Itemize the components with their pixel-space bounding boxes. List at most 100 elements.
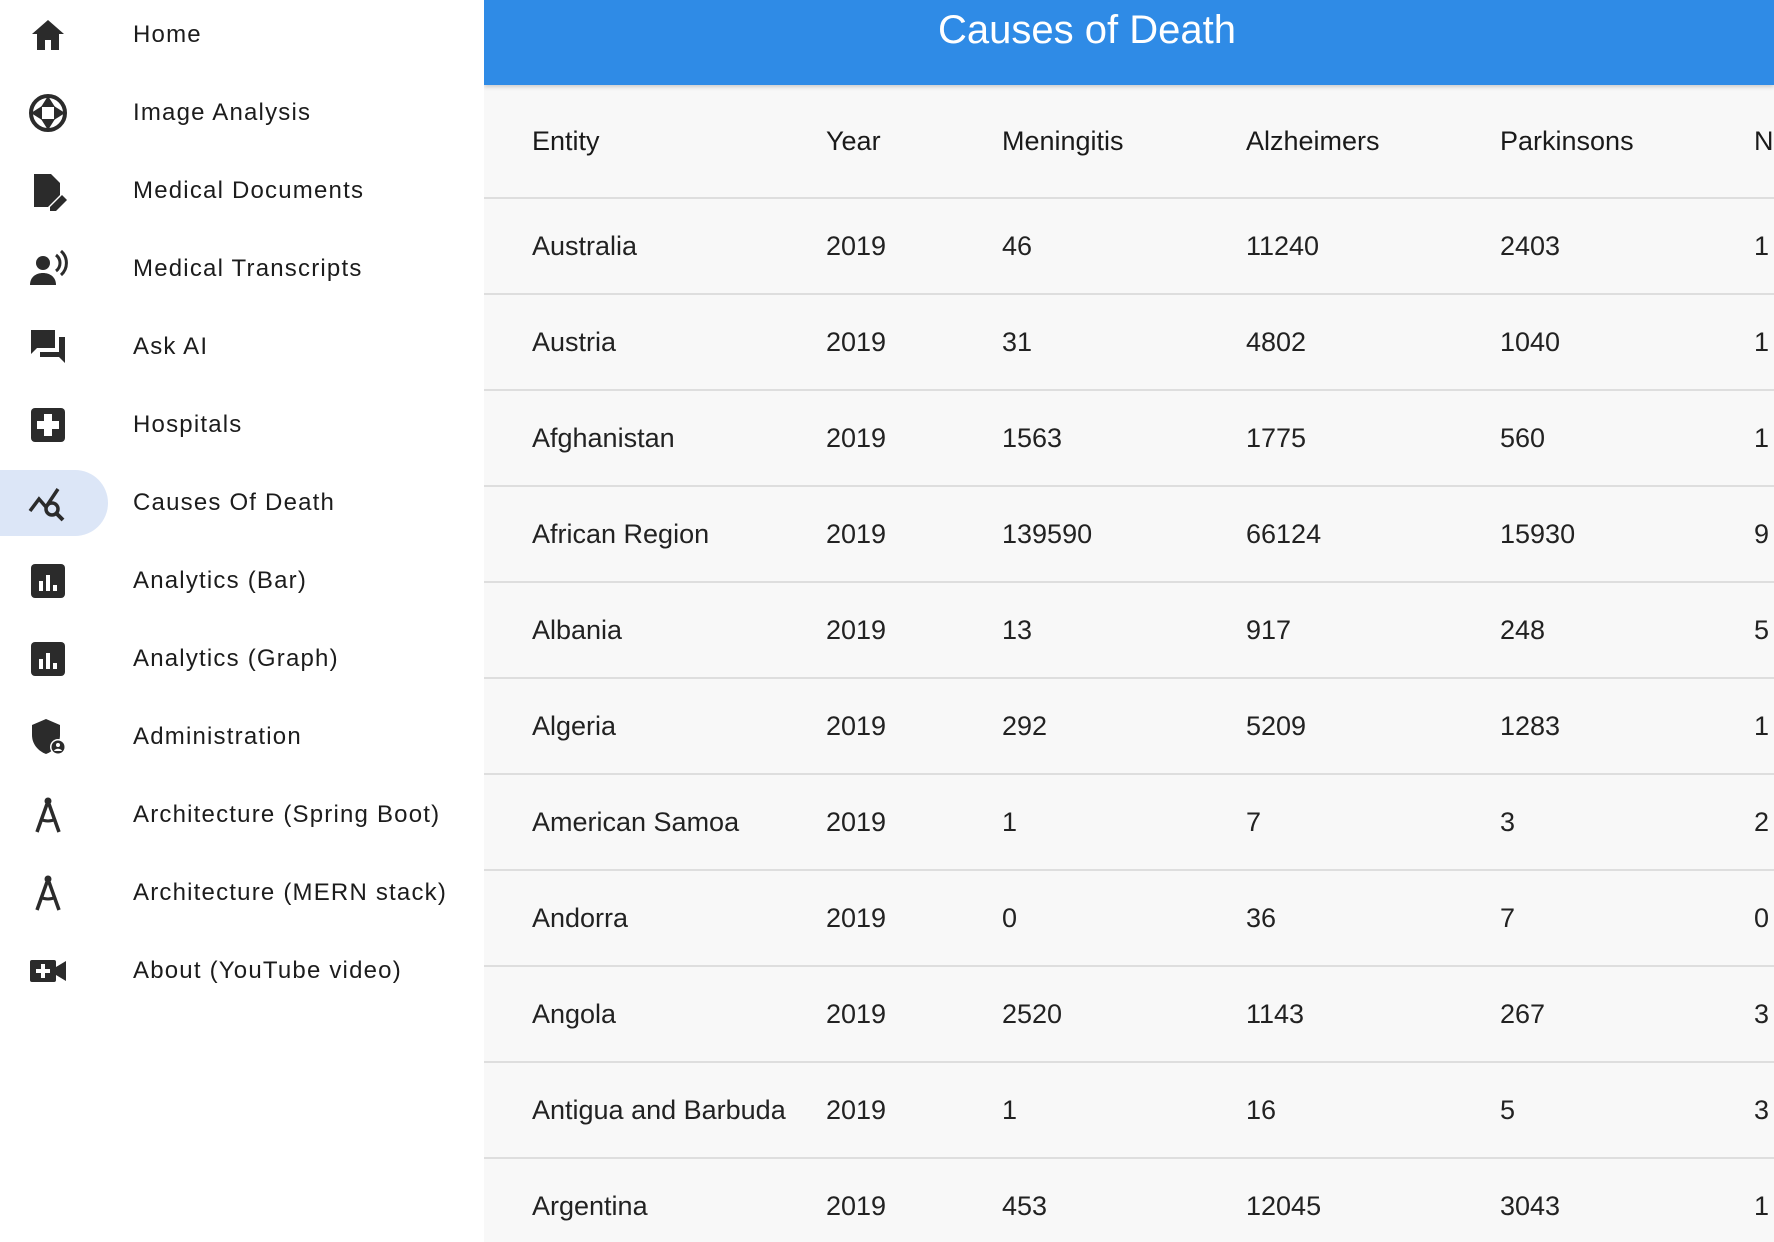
- sidebar-item-hospitals[interactable]: Hospitals: [0, 392, 484, 458]
- table-cell: 3043: [1500, 1190, 1561, 1221]
- sidebar-item-ask-ai[interactable]: Ask AI: [0, 314, 484, 380]
- table-cell: 2019: [826, 710, 887, 741]
- table-row[interactable]: Angola 2019 2520 1143 267 3: [484, 967, 1774, 1063]
- table-cell: 11240: [1246, 230, 1320, 261]
- sidebar-item-architecture-mern-stack[interactable]: Architecture (MERN stack): [0, 860, 484, 926]
- table-body: Australia 2019 46 11240 2403 1 Austria 2019 31 48…: [484, 199, 1774, 1242]
- table-row[interactable]: American Samoa 2019 1 7 3 2: [484, 775, 1774, 871]
- table-cell: 5: [1754, 614, 1770, 645]
- sidebar-item-label: Hospitals: [133, 411, 243, 438]
- table-cell: 2: [1754, 806, 1770, 837]
- table-cell: 31: [1002, 326, 1033, 357]
- sidebar-item-label: Analytics (Graph): [133, 645, 339, 672]
- table-cell: 2019: [826, 230, 887, 261]
- table-cell: 1775: [1246, 422, 1307, 453]
- table-cell: 12045: [1246, 1190, 1322, 1221]
- table-cell: 1: [1754, 230, 1770, 261]
- sidebar-item-about-youtube-video[interactable]: About (YouTube video): [0, 938, 484, 1004]
- main-content: Causes of Death Entity Year Meningitis Alzh…: [484, 0, 1774, 1242]
- page-title: Causes of Death: [938, 8, 1236, 52]
- sidebar-item-label: Ask AI: [133, 333, 209, 360]
- table-cell: 66124: [1246, 518, 1322, 549]
- column-header-n[interactable]: N: [1754, 125, 1774, 156]
- table-cell: 1040: [1500, 326, 1561, 357]
- sidebar-item-medical-transcripts[interactable]: Medical Transcripts: [0, 236, 484, 302]
- table-cell: 5: [1500, 1094, 1516, 1125]
- table-cell: American Samoa: [532, 807, 740, 837]
- sidebar-item-medical-documents[interactable]: Medical Documents: [0, 158, 484, 224]
- causes-table: Entity Year Meningitis Alzheimers Parkinsons…: [484, 85, 1774, 1242]
- sidebar-item-label: Administration: [133, 723, 302, 750]
- column-header-alzheimers[interactable]: Alzheimers: [1246, 125, 1380, 156]
- table-row[interactable]: Australia 2019 46 11240 2403 1: [484, 199, 1774, 295]
- table-cell: 2019: [826, 1190, 887, 1221]
- medical-cross-icon: [28, 405, 68, 445]
- table-cell: 560: [1500, 422, 1546, 453]
- table-cell: African Region: [532, 519, 710, 549]
- table-cell: Algeria: [532, 711, 617, 741]
- table-header-row: Entity Year Meningitis Alzheimers Parkinsons…: [484, 85, 1774, 199]
- table-cell: 13: [1002, 614, 1033, 645]
- table-row[interactable]: African Region 2019 139590 66124 15930 9: [484, 487, 1774, 583]
- sidebar-item-label: Medical Documents: [133, 177, 365, 204]
- table-row[interactable]: Algeria 2019 292 5209 1283 1: [484, 679, 1774, 775]
- table-cell: 1: [1754, 710, 1770, 741]
- table-cell: 7: [1246, 806, 1262, 837]
- table-cell: 3: [1754, 998, 1770, 1029]
- table-cell: 2520: [1002, 998, 1063, 1029]
- table-cell: 2019: [826, 422, 887, 453]
- edit-document-icon: [28, 171, 68, 211]
- table-row[interactable]: Albania 2019 13 917 248 5: [484, 583, 1774, 679]
- compass-icon: [28, 873, 68, 913]
- table-cell: Angola: [532, 999, 617, 1029]
- table-cell: 15930: [1500, 518, 1576, 549]
- table-cell: 1143: [1246, 998, 1305, 1029]
- table-cell: 1: [1002, 1094, 1018, 1125]
- sidebar-item-label: Architecture (Spring Boot): [133, 801, 441, 828]
- table-cell: Afghanistan: [532, 423, 675, 453]
- table-cell: 917: [1246, 614, 1292, 645]
- table-cell: 1: [1754, 326, 1770, 357]
- table-row[interactable]: Antigua and Barbuda 2019 1 16 5 3: [484, 1063, 1774, 1159]
- table-row[interactable]: Austria 2019 31 4802 1040 1: [484, 295, 1774, 391]
- table-cell: Andorra: [532, 903, 629, 933]
- chat-bubbles-icon: [28, 327, 68, 367]
- table-cell: Argentina: [532, 1191, 648, 1221]
- table-cell: 248: [1500, 614, 1546, 645]
- compass-icon: [28, 795, 68, 835]
- home-icon: [28, 15, 68, 55]
- table-cell: 1: [1754, 1190, 1770, 1221]
- table-cell: Austria: [532, 327, 617, 357]
- column-header-year[interactable]: Year: [826, 125, 881, 156]
- sidebar-item-label: Medical Transcripts: [133, 255, 363, 282]
- sidebar-item-architecture-spring-boot[interactable]: Architecture (Spring Boot): [0, 782, 484, 848]
- sidebar-item-analytics-bar[interactable]: Analytics (Bar): [0, 548, 484, 614]
- table-cell: 16: [1246, 1094, 1277, 1125]
- table-cell: 1283: [1500, 710, 1561, 741]
- column-header-entity[interactable]: Entity: [532, 126, 600, 156]
- aperture-icon: [28, 93, 68, 133]
- sidebar-item-home[interactable]: Home: [0, 2, 484, 68]
- table-cell: 1: [1754, 422, 1770, 453]
- video-call-icon: [28, 951, 68, 991]
- table-cell: 2403: [1500, 230, 1561, 261]
- sidebar-item-analytics-graph[interactable]: Analytics (Graph): [0, 626, 484, 692]
- sidebar-item-image-analysis[interactable]: Image Analysis: [0, 80, 484, 146]
- navigation-drawer: Home Image Analysis Medical Documents Medic…: [0, 0, 484, 1242]
- bar-chart-icon: [28, 639, 68, 679]
- table-cell: 36: [1246, 902, 1277, 933]
- table-cell: Australia: [532, 231, 638, 261]
- table-row[interactable]: Andorra 2019 0 36 7 0: [484, 871, 1774, 967]
- table-cell: 2019: [826, 518, 887, 549]
- table-cell: 3: [1754, 1094, 1770, 1125]
- sidebar-item-label: Image Analysis: [133, 99, 312, 126]
- table-row[interactable]: Argentina 2019 453 12045 3043 1: [484, 1159, 1774, 1242]
- sidebar-item-causes-of-death[interactable]: Causes Of Death: [0, 470, 484, 536]
- table-cell: 2019: [826, 998, 887, 1029]
- column-header-meningitis[interactable]: Meningitis: [1002, 125, 1124, 156]
- sidebar-item-label: Architecture (MERN stack): [133, 879, 448, 906]
- column-header-parkinsons[interactable]: Parkinsons: [1500, 125, 1634, 156]
- table-cell: 46: [1002, 230, 1033, 261]
- sidebar-item-administration[interactable]: Administration: [0, 704, 484, 770]
- table-row[interactable]: Afghanistan 2019 1563 1775 560 1: [484, 391, 1774, 487]
